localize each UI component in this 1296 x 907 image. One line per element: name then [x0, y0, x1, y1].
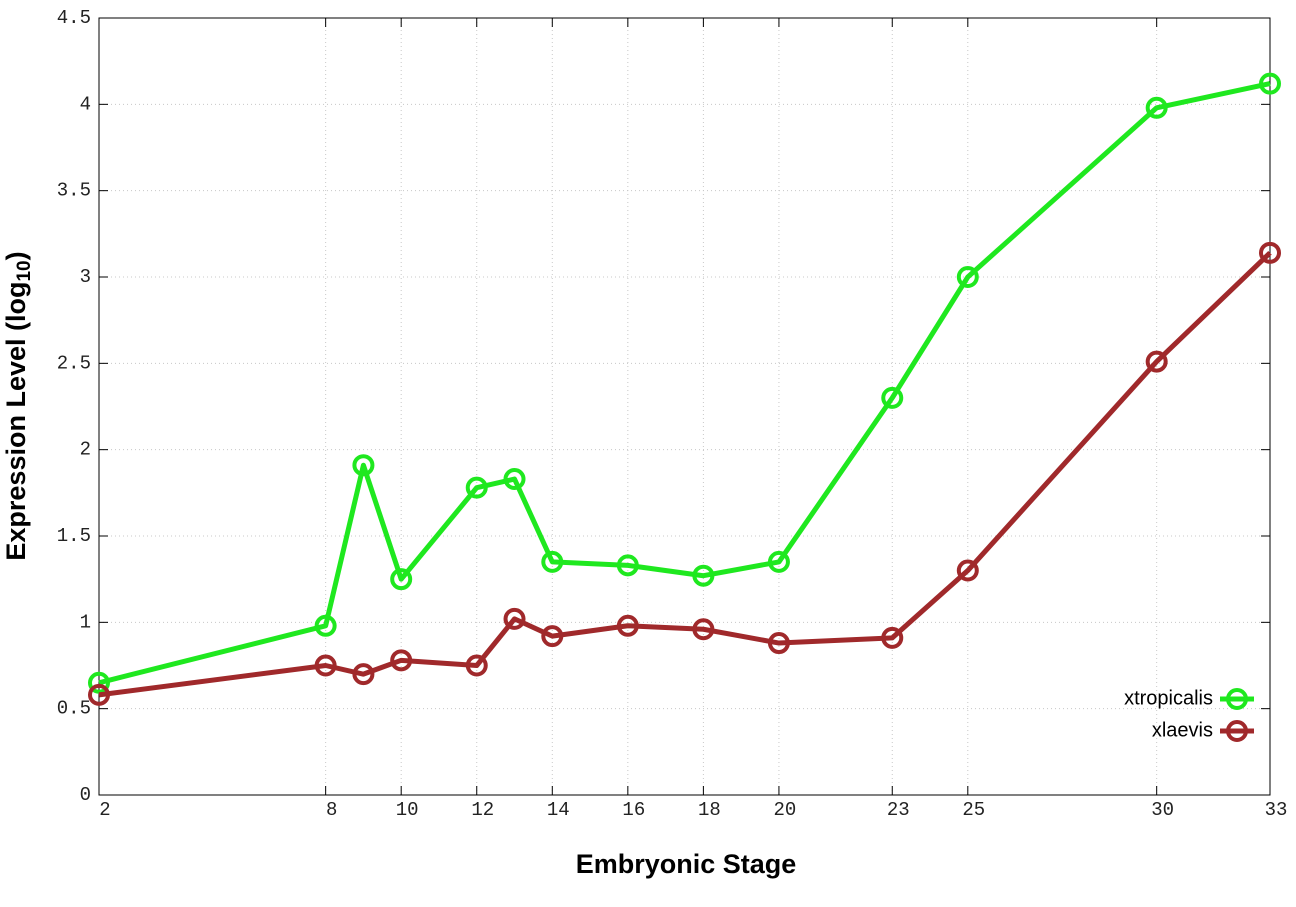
data-point — [956, 266, 979, 288]
series-line — [98, 81, 1271, 686]
data-point — [465, 476, 488, 499]
x-tick-label: 8 — [326, 799, 337, 821]
plot-border — [98, 17, 1271, 796]
y-axis-title: Expression Level (log10) — [1, 251, 35, 560]
y-tick-label: 1 — [80, 611, 91, 633]
x-tick-label: 18 — [698, 799, 721, 821]
data-point — [390, 568, 413, 591]
data-point — [692, 618, 715, 641]
data-point — [692, 564, 715, 587]
y-tick-label: 3.5 — [57, 180, 91, 202]
x-tick-label: 23 — [887, 799, 910, 821]
data-point — [541, 625, 564, 648]
data-point — [881, 626, 904, 649]
y-tick-label: 3 — [80, 266, 91, 288]
data-point — [1259, 72, 1281, 95]
data-point — [88, 683, 110, 706]
x-tick-label: 10 — [396, 799, 419, 821]
data-point — [465, 654, 488, 677]
data-point — [390, 649, 413, 672]
x-tick-label: 33 — [1265, 799, 1288, 821]
y-tick-label: 1.5 — [57, 525, 91, 547]
y-tick-label: 4 — [80, 93, 91, 115]
x-tick-label: 14 — [547, 799, 570, 821]
data-point — [1259, 241, 1281, 264]
data-point — [503, 468, 526, 491]
x-tick-label: 12 — [471, 799, 494, 821]
data-point — [314, 614, 337, 637]
x-axis-title: Embryonic Stage — [576, 849, 797, 879]
data-point — [314, 654, 337, 677]
data-point — [1145, 96, 1168, 119]
data-point — [1145, 350, 1168, 373]
data-point — [616, 554, 639, 577]
x-tick-label: 16 — [622, 799, 645, 821]
legend-marker — [1226, 688, 1248, 710]
legend-marker — [1226, 720, 1248, 742]
data-point — [767, 632, 790, 655]
data-point — [88, 671, 110, 694]
legend-label: xlaevis — [1152, 719, 1213, 741]
y-tick-label: 4.5 — [57, 7, 91, 29]
x-tick-label: 25 — [962, 799, 985, 821]
x-tick-label: 20 — [774, 799, 797, 821]
y-tick-label: 2.5 — [57, 352, 91, 374]
data-point — [541, 550, 564, 573]
data-point — [616, 614, 639, 637]
y-tick-label: 0 — [80, 784, 91, 806]
data-point — [767, 550, 790, 573]
series-line — [98, 251, 1272, 698]
data-point — [352, 454, 375, 477]
y-axis-title-end: ) — [1, 251, 31, 260]
x-tick-label: 30 — [1151, 799, 1174, 821]
x-tick-label: 2 — [99, 799, 110, 821]
legend-label: xtropicalis — [1124, 687, 1213, 709]
y-axis-title-text: Expression Level (log — [1, 282, 31, 561]
data-point — [352, 663, 375, 686]
y-tick-label: 0.5 — [57, 698, 91, 720]
y-axis-title-subscript: 10 — [14, 260, 35, 281]
data-point — [503, 607, 526, 630]
data-point — [956, 559, 979, 582]
y-tick-label: 2 — [80, 439, 91, 461]
data-point — [881, 386, 904, 409]
